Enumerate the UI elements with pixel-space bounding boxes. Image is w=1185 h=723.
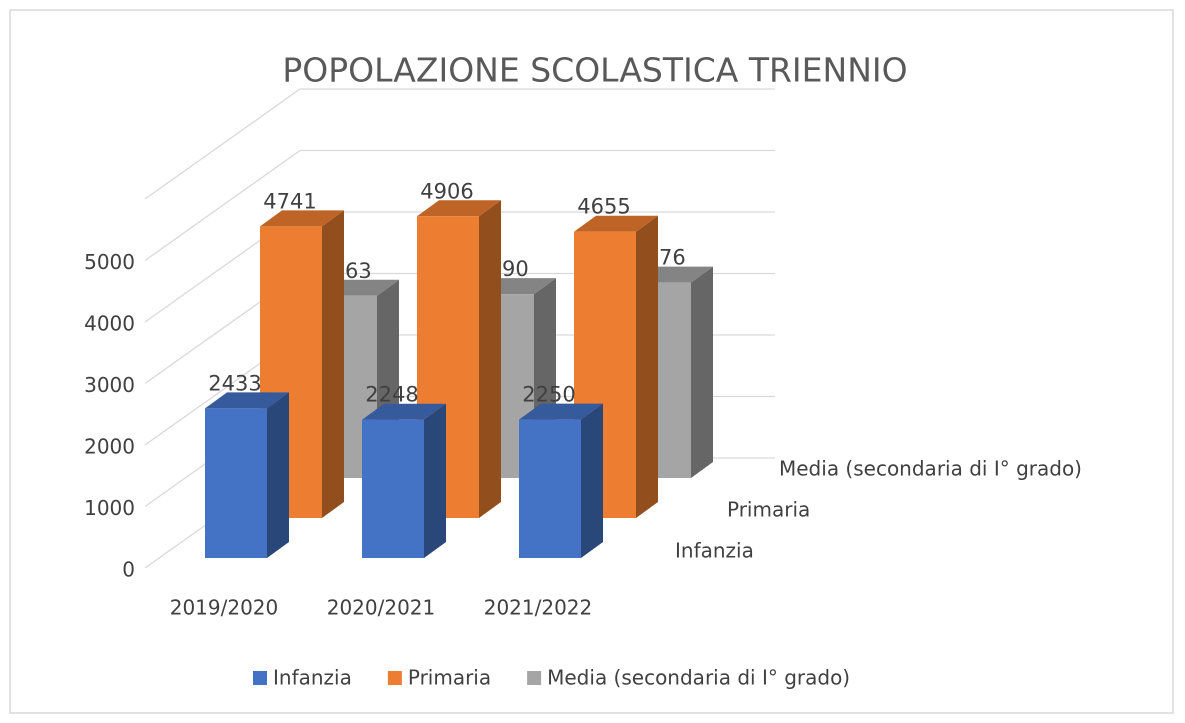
bar bbox=[205, 408, 267, 558]
bar-side bbox=[479, 200, 501, 518]
x-tick-label: 2020/2021 bbox=[327, 596, 436, 620]
bar-top bbox=[519, 403, 603, 420]
bar-side bbox=[581, 403, 603, 558]
grid-line bbox=[144, 88, 301, 200]
bar-side bbox=[267, 392, 289, 558]
bar-top bbox=[260, 210, 344, 227]
bar-side bbox=[322, 210, 344, 518]
grid-line bbox=[144, 149, 301, 262]
x-tick-label: 2019/2020 bbox=[170, 596, 279, 620]
bar-top bbox=[417, 200, 501, 217]
data-label: 4906 bbox=[420, 179, 473, 203]
bar-side bbox=[424, 403, 446, 558]
bar-top bbox=[362, 403, 446, 420]
bar-side bbox=[636, 215, 658, 518]
depth-label: Primaria bbox=[727, 498, 810, 522]
x-tick-label: 2021/2022 bbox=[484, 596, 593, 620]
depth-label: Infanzia bbox=[675, 539, 754, 563]
y-tick-label: 2000 bbox=[84, 435, 135, 459]
data-label: 2433 bbox=[208, 371, 261, 395]
legend-swatch bbox=[253, 671, 267, 685]
data-label: 2250 bbox=[522, 383, 575, 407]
legend-label: Infanzia bbox=[273, 666, 352, 690]
depth-label: Media (secondaria di I° grado) bbox=[779, 457, 1082, 481]
legend-label: Primaria bbox=[408, 666, 491, 690]
y-tick-label: 1000 bbox=[84, 496, 135, 520]
legend-swatch bbox=[527, 671, 542, 685]
data-label: 2248 bbox=[365, 383, 418, 407]
data-label: 4741 bbox=[263, 189, 316, 213]
y-tick-label: 5000 bbox=[84, 250, 135, 274]
legend-swatch bbox=[387, 671, 402, 685]
data-label: 4655 bbox=[577, 195, 630, 219]
y-tick-label: 4000 bbox=[84, 312, 135, 336]
chart-title: POPOLAZIONE SCOLASTICA TRIENNIO bbox=[282, 51, 907, 90]
bar-top bbox=[205, 392, 289, 409]
y-tick-label: 3000 bbox=[84, 373, 135, 397]
y-tick-label: 0 bbox=[122, 558, 135, 582]
legend-label: Media (secondaria di I° grado) bbox=[547, 666, 850, 690]
bar-top bbox=[574, 215, 658, 232]
bar bbox=[519, 419, 581, 558]
bar-side bbox=[691, 266, 713, 478]
bar bbox=[362, 419, 424, 558]
